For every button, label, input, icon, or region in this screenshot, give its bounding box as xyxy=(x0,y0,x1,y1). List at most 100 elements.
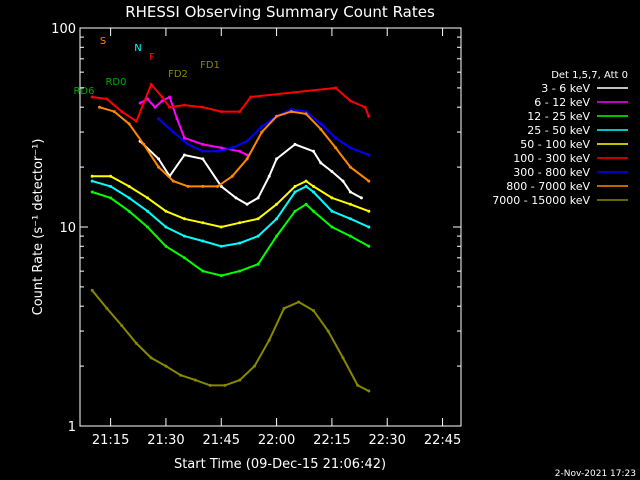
y-axis-label: Count Rate (s⁻¹ detector⁻¹) xyxy=(31,139,46,316)
x-tick-label-2: 21:45 xyxy=(203,433,240,448)
series-2-point-16 xyxy=(367,244,371,248)
series-2-point-9 xyxy=(256,262,260,266)
series-3-point-0 xyxy=(90,179,94,183)
series-0-point-14 xyxy=(330,170,334,173)
series-2-point-6 xyxy=(201,269,205,273)
series-8-point-18 xyxy=(356,383,360,387)
flag-label-5: RD0 xyxy=(105,77,126,88)
series-0-point-6 xyxy=(234,196,238,200)
series-6-point-7 xyxy=(260,125,264,128)
series-0-point-15 xyxy=(341,179,345,183)
series-0-point-5 xyxy=(219,184,223,188)
series-0-point-1 xyxy=(157,157,161,161)
series-1-point-5 xyxy=(175,117,179,121)
series-8-point-3 xyxy=(134,341,138,345)
series-7-point-17 xyxy=(348,165,352,169)
series-2-point-11 xyxy=(293,209,297,213)
series-8-point-13 xyxy=(282,306,286,310)
flag-label-4: FD2 xyxy=(168,69,188,80)
series-1-point-2 xyxy=(153,105,157,109)
series-line-5 xyxy=(92,82,370,123)
series-3-point-6 xyxy=(201,239,205,243)
series-8-point-14 xyxy=(297,300,301,304)
series-2-point-8 xyxy=(238,269,242,273)
legend-label-5: 100 - 300 keV xyxy=(513,152,590,165)
series-5-point-6 xyxy=(168,105,172,109)
series-7-point-16 xyxy=(334,146,338,150)
y-axis: 1 10 100 xyxy=(51,22,461,435)
x-tick-label-4: 22:15 xyxy=(313,433,350,448)
series-8-point-2 xyxy=(120,324,124,327)
series-8-point-0 xyxy=(90,288,94,292)
flag-label-2: F xyxy=(149,52,155,63)
series-3-point-1 xyxy=(109,184,113,188)
series-3-point-16 xyxy=(367,225,371,229)
series-2-point-7 xyxy=(219,274,223,278)
series-0-point-4 xyxy=(201,157,205,161)
series-0-point-12 xyxy=(312,149,315,153)
series-8-point-10 xyxy=(238,378,242,382)
legend-label-3: 25 - 50 keV xyxy=(527,124,590,137)
series-6-point-11 xyxy=(319,122,323,126)
series-8-point-6 xyxy=(179,373,183,377)
series-6-point-1 xyxy=(171,130,175,134)
series-6-point-6 xyxy=(245,139,249,143)
series-8-point-8 xyxy=(208,383,212,387)
series-4-point-5 xyxy=(182,217,186,221)
series-4-point-15 xyxy=(348,202,352,206)
series-7-point-18 xyxy=(367,179,371,183)
legend-label-6: 300 - 800 keV xyxy=(513,166,590,179)
series-1-point-9 xyxy=(238,149,242,153)
series-2-point-3 xyxy=(146,225,149,229)
series-3-point-14 xyxy=(330,209,334,213)
footer-timestamp: 2-Nov-2021 17:23 xyxy=(555,469,636,479)
series-6-point-3 xyxy=(201,149,205,153)
chart-title: RHESSI Observing Summary Count Rates xyxy=(125,3,435,21)
series-7-point-5 xyxy=(171,179,175,183)
x-axis-label: Start Time (09-Dec-15 21:06:42) xyxy=(174,457,386,472)
series-2-point-12 xyxy=(304,202,308,206)
series-5-point-13 xyxy=(348,99,352,103)
series-4-point-16 xyxy=(367,209,371,213)
x-tick-label-3: 22:00 xyxy=(258,433,295,448)
series-8-point-1 xyxy=(105,306,109,310)
series-3-point-4 xyxy=(164,225,168,229)
series-8-point-7 xyxy=(193,378,197,382)
series-7-point-1 xyxy=(112,110,116,114)
series-0-point-17 xyxy=(359,196,363,200)
series-1-point-3 xyxy=(160,99,164,103)
x-axis: 21:15 21:30 21:45 22:00 22:15 22:30 22:45 xyxy=(92,28,461,448)
series-0-point-13 xyxy=(319,161,323,165)
series-4-point-6 xyxy=(201,221,205,225)
series-1-point-7 xyxy=(201,142,205,146)
series-3-point-8 xyxy=(238,241,242,245)
series-0-point-8 xyxy=(256,196,260,200)
legend-label-4: 50 - 100 keV xyxy=(520,138,590,151)
legend-label-1: 6 - 12 keV xyxy=(534,96,590,109)
series-3-point-11 xyxy=(293,190,297,194)
x-tick-label-5: 22:30 xyxy=(368,433,405,448)
series-5-point-5 xyxy=(160,95,164,99)
series-1-point-1 xyxy=(146,97,149,101)
flag-label-1: N xyxy=(134,43,141,54)
series-3-point-12 xyxy=(304,184,308,188)
series-8-point-5 xyxy=(164,364,168,368)
legend-label-0: 3 - 6 keV xyxy=(541,82,590,95)
series-4-point-14 xyxy=(330,196,334,200)
series-3-point-13 xyxy=(312,190,315,194)
series-5-point-4 xyxy=(149,83,153,86)
y-tick-label-1: 10 xyxy=(59,221,76,236)
series-5-point-7 xyxy=(182,103,186,107)
plot-area: S NF FD1 FD2 RD0 RD6 xyxy=(73,36,371,393)
series-5-point-8 xyxy=(201,105,205,109)
series-8-point-16 xyxy=(326,329,330,333)
series-5-point-12 xyxy=(334,86,338,90)
series-4-point-2 xyxy=(127,184,131,188)
series-2-point-15 xyxy=(348,234,352,238)
series-5-point-0 xyxy=(90,95,94,99)
series-2-point-10 xyxy=(275,234,279,238)
series-7-point-4 xyxy=(157,165,161,169)
series-4-point-0 xyxy=(90,174,94,178)
